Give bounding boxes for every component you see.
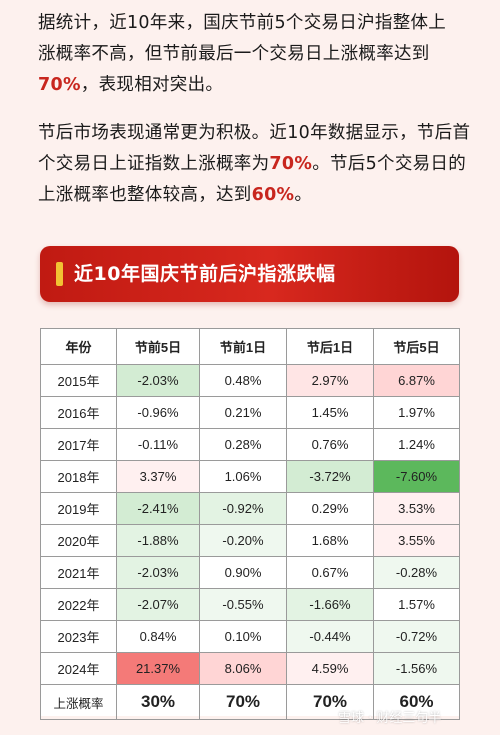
value-cell: 0.29%	[286, 492, 374, 525]
table-row: 2018年 3.37% 1.06% -3.72% -7.60%	[40, 460, 460, 493]
table-row: 2017年 -0.11% 0.28% 0.76% 1.24%	[40, 428, 460, 461]
intro-paragraph-1: 据统计，近10年来，国庆节前5个交易日沪指整体上 涨概率不高，但节前最后一个交易…	[38, 8, 478, 101]
value-cell: -1.88%	[116, 524, 200, 557]
table-row: 2021年 -2.03% 0.90% 0.67% -0.28%	[40, 556, 460, 589]
year-cell: 2021年	[40, 556, 117, 589]
value-cell: 0.10%	[199, 620, 287, 653]
header-pre5: 节前5日	[116, 328, 200, 365]
year-cell: 2022年	[40, 588, 117, 621]
value-cell: 0.90%	[199, 556, 287, 589]
value-cell: 8.06%	[199, 652, 287, 685]
value-cell: 0.76%	[286, 428, 374, 461]
p2-line1: 节后市场表现通常更为积极。近10年数据显示，节后首	[38, 123, 471, 143]
intro-paragraph-2: 节后市场表现通常更为积极。近10年数据显示，节后首 个交易日上证指数上涨概率为7…	[38, 118, 478, 211]
value-cell: 0.67%	[286, 556, 374, 589]
value-cell: -2.07%	[116, 588, 200, 621]
table-row: 2015年 -2.03% 0.48% 2.97% 6.87%	[40, 364, 460, 397]
value-cell: 6.87%	[373, 364, 460, 397]
header-pre1: 节前1日	[199, 328, 287, 365]
value-cell: -7.60%	[373, 460, 460, 493]
table-row: 2023年 0.84% 0.10% -0.44% -0.72%	[40, 620, 460, 653]
table-row: 2016年 -0.96% 0.21% 1.45% 1.97%	[40, 396, 460, 429]
year-cell: 2016年	[40, 396, 117, 429]
header-post1: 节后1日	[286, 328, 374, 365]
value-cell: 4.59%	[286, 652, 374, 685]
year-cell: 2023年	[40, 620, 117, 653]
summary-value: 60%	[373, 684, 460, 720]
p1-tail: ，表现相对突出。	[80, 75, 224, 95]
p2-line2b: 。节后5个交易日的	[312, 154, 467, 174]
value-cell: -1.66%	[286, 588, 374, 621]
value-cell: 3.37%	[116, 460, 200, 493]
header-year: 年份	[40, 328, 117, 365]
value-cell: -2.41%	[116, 492, 200, 525]
watermark: 雪球 · 财经三句半	[338, 711, 442, 726]
summary-label: 上涨概率	[40, 684, 117, 720]
year-cell: 2019年	[40, 492, 117, 525]
value-cell: 1.68%	[286, 524, 374, 557]
value-cell: -2.03%	[116, 364, 200, 397]
summary-value: 30%	[116, 684, 200, 720]
value-cell: 3.55%	[373, 524, 460, 557]
value-cell: -0.72%	[373, 620, 460, 653]
year-cell: 2017年	[40, 428, 117, 461]
p1-line1: 据统计，近10年来，国庆节前5个交易日沪指整体上	[38, 13, 447, 33]
value-cell: 2.97%	[286, 364, 374, 397]
summary-value: 70%	[199, 684, 287, 720]
value-cell: -3.72%	[286, 460, 374, 493]
value-cell: -0.96%	[116, 396, 200, 429]
p2-highlight-1: 70%	[269, 154, 313, 174]
p1-line2: 涨概率不高，但节前最后一个交易日上涨概率达到	[38, 44, 430, 64]
value-cell: -0.28%	[373, 556, 460, 589]
value-cell: 1.97%	[373, 396, 460, 429]
value-cell: -0.20%	[199, 524, 287, 557]
value-cell: 0.28%	[199, 428, 287, 461]
table-row: 2022年 -2.07% -0.55% -1.66% 1.57%	[40, 588, 460, 621]
returns-table: 年份 节前5日 节前1日 节后1日 节后5日 2015年 -2.03% 0.48…	[40, 328, 460, 720]
value-cell: 1.57%	[373, 588, 460, 621]
value-cell: 1.06%	[199, 460, 287, 493]
year-cell: 2015年	[40, 364, 117, 397]
banner-accent-bar	[56, 262, 63, 286]
value-cell: -0.55%	[199, 588, 287, 621]
value-cell: 0.21%	[199, 396, 287, 429]
summary-row: 上涨概率 30% 70% 70% 60%	[40, 684, 460, 720]
p2-line3a: 上涨概率也整体较高，达到	[38, 185, 252, 205]
table-row: 2024年 21.37% 8.06% 4.59% -1.56%	[40, 652, 460, 685]
value-cell: 0.84%	[116, 620, 200, 653]
value-cell: -0.44%	[286, 620, 374, 653]
value-cell: -2.03%	[116, 556, 200, 589]
table-title: 近10年国庆节前后沪指涨跌幅	[74, 263, 336, 285]
summary-value: 70%	[286, 684, 374, 720]
table-row: 2019年 -2.41% -0.92% 0.29% 3.53%	[40, 492, 460, 525]
table-row: 2020年 -1.88% -0.20% 1.68% 3.55%	[40, 524, 460, 557]
p1-highlight: 70%	[38, 75, 81, 95]
value-cell: -0.11%	[116, 428, 200, 461]
value-cell: 21.37%	[116, 652, 200, 685]
value-cell: 1.45%	[286, 396, 374, 429]
p2-line3b: 。	[294, 185, 313, 205]
value-cell: 0.48%	[199, 364, 287, 397]
value-cell: -1.56%	[373, 652, 460, 685]
p2-highlight-2: 60%	[251, 185, 295, 205]
value-cell: -0.92%	[199, 492, 287, 525]
table-title-banner: 近10年国庆节前后沪指涨跌幅	[40, 246, 459, 302]
value-cell: 3.53%	[373, 492, 460, 525]
p2-line2a: 个交易日上证指数上涨概率为	[38, 154, 270, 174]
year-cell: 2020年	[40, 524, 117, 557]
year-cell: 2024年	[40, 652, 117, 685]
table-header-row: 年份 节前5日 节前1日 节后1日 节后5日	[40, 328, 460, 365]
header-post5: 节后5日	[373, 328, 460, 365]
value-cell: 1.24%	[373, 428, 460, 461]
year-cell: 2018年	[40, 460, 117, 493]
returns-table-container: 年份 节前5日 节前1日 节后1日 节后5日 2015年 -2.03% 0.48…	[40, 328, 460, 720]
